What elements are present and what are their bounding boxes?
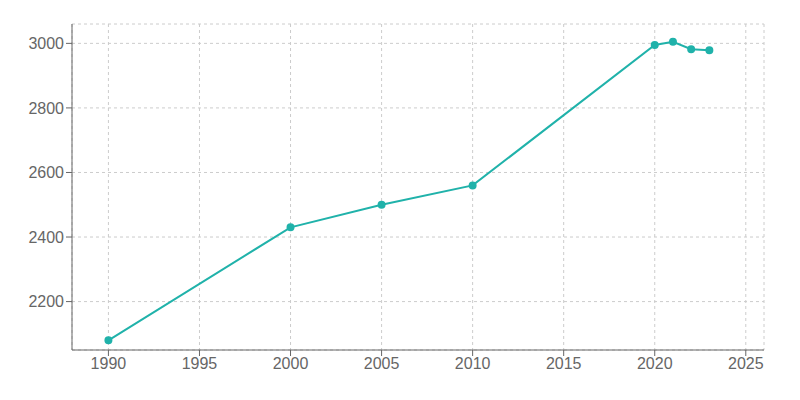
svg-text:2000: 2000 [273,355,309,372]
svg-text:2005: 2005 [364,355,400,372]
svg-text:2010: 2010 [455,355,491,372]
svg-text:2020: 2020 [637,355,673,372]
svg-text:2400: 2400 [28,229,64,246]
svg-text:3000: 3000 [28,35,64,52]
svg-text:1995: 1995 [182,355,218,372]
svg-text:2200: 2200 [28,293,64,310]
svg-text:1990: 1990 [91,355,127,372]
svg-text:2025: 2025 [728,355,764,372]
svg-text:2015: 2015 [546,355,582,372]
svg-text:2600: 2600 [28,164,64,181]
svg-text:2800: 2800 [28,100,64,117]
